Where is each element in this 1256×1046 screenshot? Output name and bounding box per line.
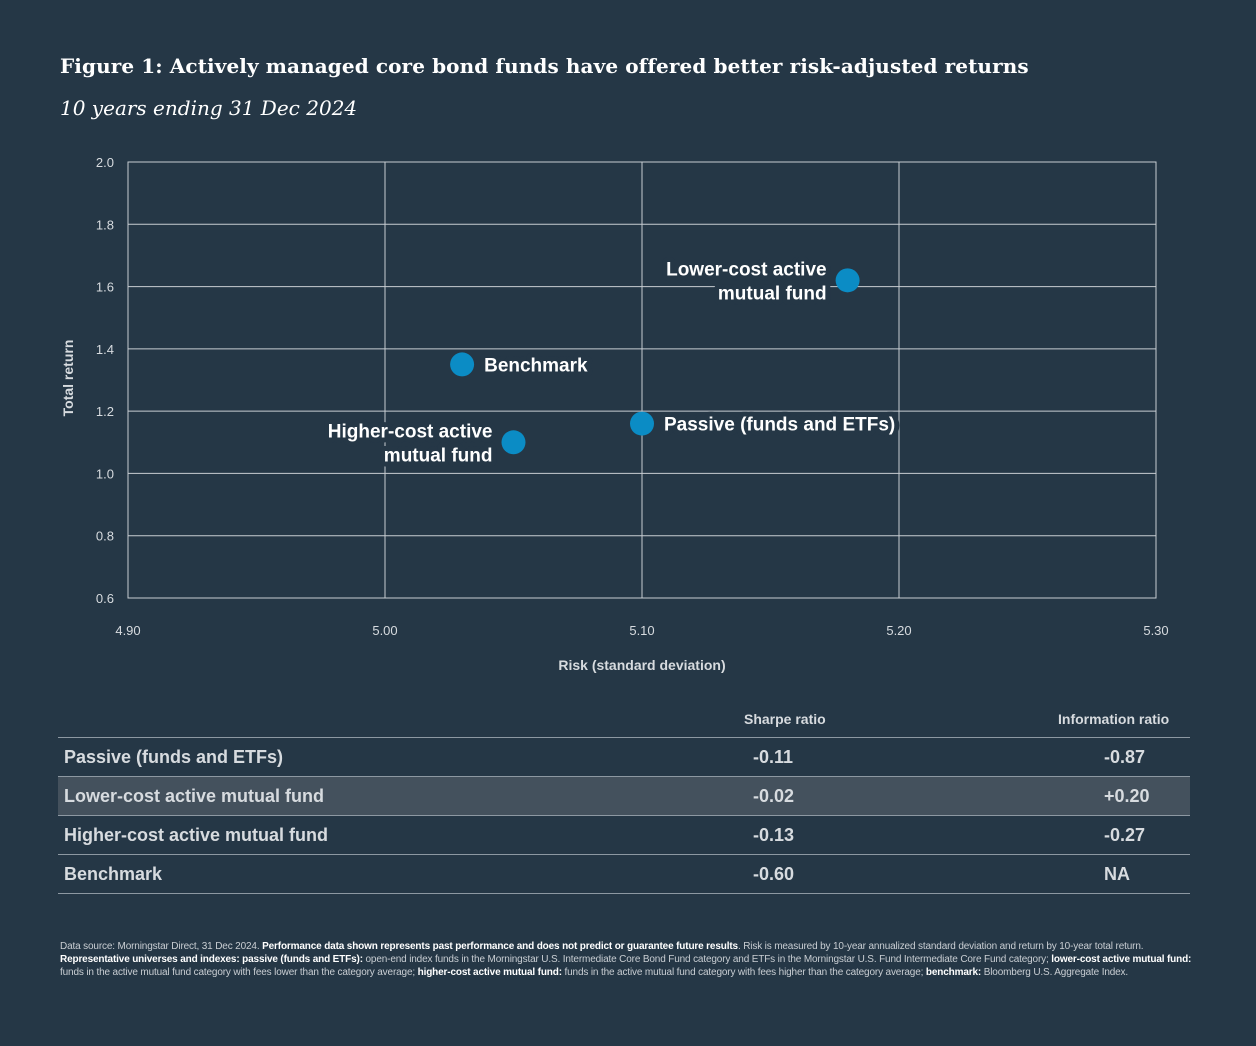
footnote-bold: Performance data shown represents past p… — [262, 941, 738, 952]
table-header: Sharpe ratio Information ratio — [58, 700, 1190, 738]
y-tick-label: 0.8 — [96, 529, 114, 544]
footnote-bold: higher-cost active mutual fund: — [417, 967, 562, 978]
data-point — [501, 430, 526, 455]
data-point — [630, 411, 654, 436]
point-label: Benchmark — [484, 355, 588, 376]
table-row: Higher-cost active mutual fund -0.13 -0.… — [58, 816, 1190, 855]
footnote-text: funds in the active mutual fund category… — [561, 967, 926, 978]
y-axis-label: Total return — [60, 340, 76, 417]
x-tick-label: 5.00 — [372, 623, 397, 638]
footnote: Data source: Morningstar Direct, 31 Dec … — [60, 940, 1198, 979]
footnote-text: funds in the active mutual fund category… — [60, 967, 418, 978]
point-label: Lower-cost active — [666, 259, 827, 280]
row-label: Lower-cost active mutual fund — [64, 786, 325, 806]
x-tick-label: 4.90 — [115, 623, 140, 638]
information-value: +0.20 — [1104, 786, 1150, 806]
sharpe-value: -0.60 — [753, 864, 795, 884]
information-value: NA — [1104, 864, 1130, 884]
x-tick-label: 5.10 — [629, 623, 654, 638]
scatter-chart: 0.6 0.8 1.0 1.2 1.4 1.6 1.8 2.0 4.90 5.00 5.10 5.20… — [60, 155, 1169, 673]
sharpe-value: -0.13 — [753, 825, 795, 845]
footnote-text: open-end index funds in the Morningstar … — [362, 954, 1052, 965]
y-tick-label: 0.6 — [96, 591, 114, 606]
table-row: Benchmark -0.60 NA — [58, 855, 1190, 894]
point-label: Passive (funds and ETFs) — [664, 415, 895, 436]
information-value: -0.27 — [1104, 825, 1146, 845]
sharpe-value: -0.02 — [753, 786, 795, 806]
x-axis-label: Risk (standard deviation) — [558, 657, 725, 673]
ratio-table: Sharpe ratio Information ratio Passive (… — [58, 700, 1190, 894]
footnote-bold: benchmark: — [925, 967, 982, 978]
y-tick-label: 1.2 — [96, 404, 114, 419]
information-ratio-header: Information ratio — [1058, 711, 1170, 727]
y-tick-label: 1.8 — [96, 217, 114, 232]
sharpe-ratio-header: Sharpe ratio — [744, 711, 826, 727]
table-row: Lower-cost active mutual fund -0.02 +0.2… — [58, 777, 1190, 816]
sharpe-value: -0.11 — [753, 747, 794, 767]
point-label: mutual fund — [384, 445, 493, 466]
point-label: mutual fund — [718, 283, 827, 304]
information-value: -0.87 — [1104, 747, 1146, 767]
y-tick-label: 1.6 — [96, 280, 114, 295]
footnote-text: Data source: Morningstar Direct, 31 Dec … — [60, 941, 263, 952]
x-tick-label: 5.20 — [886, 623, 911, 638]
row-label: Passive (funds and ETFs) — [64, 747, 284, 767]
figure-title: Figure 1: Actively managed core bond fun… — [60, 54, 1029, 78]
footnote-text: . Risk is measured by 10-year annualized… — [737, 941, 1144, 952]
footnote-bold: lower-cost active mutual fund: — [1051, 954, 1192, 965]
data-point — [835, 268, 860, 293]
y-tick-label: 1.0 — [96, 466, 114, 481]
footnote-bold: Representative universes and indexes: pa… — [60, 954, 363, 965]
figure-subtitle: 10 years ending 31 Dec 2024 — [60, 96, 358, 120]
y-tick-label: 1.4 — [96, 342, 114, 357]
footnote-text: Bloomberg U.S. Aggregate Index. — [981, 967, 1129, 978]
x-tick-label: 5.30 — [1143, 623, 1168, 638]
row-label: Benchmark — [64, 864, 163, 884]
table-row: Passive (funds and ETFs) -0.11 -0.87 — [58, 738, 1190, 777]
row-label: Higher-cost active mutual fund — [64, 825, 329, 845]
y-tick-label: 2.0 — [96, 155, 114, 170]
point-label: Higher-cost active — [328, 421, 493, 442]
data-point — [450, 352, 475, 377]
